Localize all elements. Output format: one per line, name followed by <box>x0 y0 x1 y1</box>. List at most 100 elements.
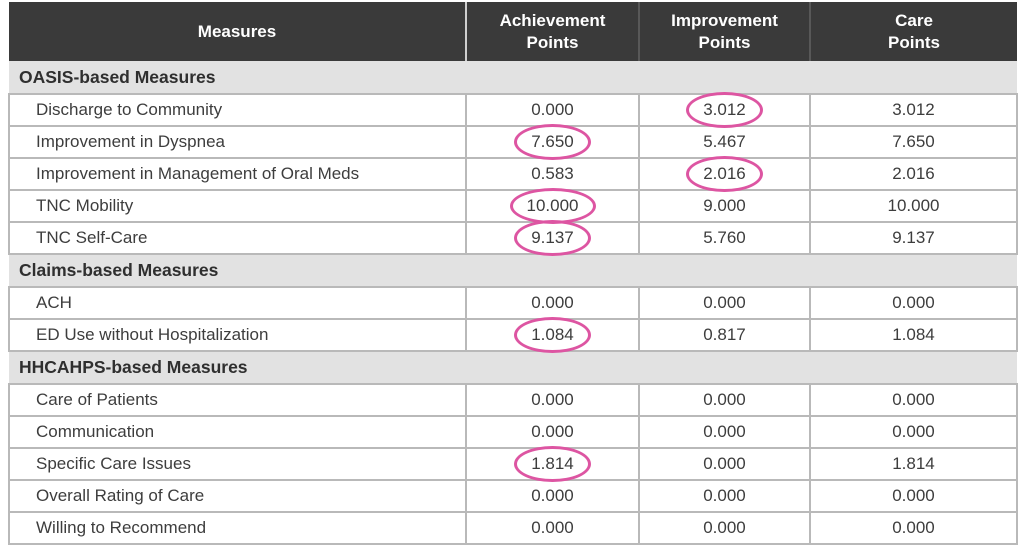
achievement-points-cell: 1.084 <box>465 317 640 353</box>
table-row: Willing to Recommend 0.000 0.000 0.000 <box>8 511 1018 545</box>
section-header-oasis: OASIS-based Measures <box>9 61 1017 94</box>
table-row: Communication 0.000 0.000 0.000 <box>8 415 1018 449</box>
table-row: ED Use without Hospitalization 1.084 0.8… <box>8 317 1018 353</box>
achievement-points-cell: 1.814 <box>465 446 640 482</box>
care-points-cell: 0.000 <box>809 511 1018 545</box>
achievement-points-cell: 0.000 <box>465 479 640 513</box>
column-header-care: Care Points <box>809 2 1017 61</box>
table-row: Specific Care Issues 1.814 0.000 1.814 <box>8 446 1018 482</box>
table-header: Measures Achievement Points Improvement … <box>9 2 1017 61</box>
improvement-points-cell: 5.760 <box>638 221 811 255</box>
improvement-points-cell: 0.000 <box>638 479 811 513</box>
improvement-points-cell: 0.000 <box>638 447 811 481</box>
care-points-cell: 0.000 <box>809 479 1018 513</box>
care-points-cell: 0.000 <box>809 383 1018 417</box>
table-row: Care of Patients 0.000 0.000 0.000 <box>8 383 1018 417</box>
points-value: 0.000 <box>892 518 935 537</box>
achievement-points-cell: 0.000 <box>465 286 640 320</box>
points-value: 0.000 <box>531 293 574 312</box>
measure-name: Care of Patients <box>8 383 467 417</box>
points-value: 0.000 <box>703 518 746 537</box>
points-value: 0.000 <box>703 454 746 473</box>
measures-points-table: Measures Achievement Points Improvement … <box>8 2 1018 545</box>
points-value: 0.000 <box>892 486 935 505</box>
column-header-achievement: Achievement Points <box>465 2 639 61</box>
points-value: 0.583 <box>531 164 574 183</box>
header-row: Measures Achievement Points Improvement … <box>9 2 1017 61</box>
table-row: TNC Mobility 10.000 9.000 10.000 <box>8 188 1018 224</box>
care-points-cell: 1.814 <box>809 447 1018 481</box>
points-value: 1.814 <box>514 446 591 482</box>
points-value: 0.000 <box>703 486 746 505</box>
table-row: TNC Self-Care 9.137 5.760 9.137 <box>8 220 1018 256</box>
points-value: 0.000 <box>892 293 935 312</box>
achievement-points-cell: 9.137 <box>465 220 640 256</box>
improvement-points-cell: 0.000 <box>638 415 811 449</box>
improvement-points-cell: 2.016 <box>638 156 811 192</box>
table-row: Improvement in Dyspnea 7.650 5.467 7.650 <box>8 124 1018 160</box>
improvement-points-cell: 0.000 <box>638 286 811 320</box>
points-value: 5.467 <box>703 132 746 151</box>
points-value: 1.084 <box>892 325 935 344</box>
section-title: HHCAHPS-based Measures <box>9 351 1017 384</box>
points-value: 10.000 <box>887 196 940 215</box>
points-value: 1.814 <box>892 454 935 473</box>
care-points-cell: 10.000 <box>809 189 1018 223</box>
care-points-cell: 3.012 <box>809 93 1018 127</box>
points-value: 0.000 <box>531 486 574 505</box>
care-points-cell: 0.000 <box>809 286 1018 320</box>
measure-name: Willing to Recommend <box>8 511 467 545</box>
achievement-points-cell: 7.650 <box>465 124 640 160</box>
section-header-claims: Claims-based Measures <box>9 254 1017 287</box>
points-value: 0.000 <box>531 422 574 441</box>
care-points-cell: 7.650 <box>809 125 1018 159</box>
points-value: 2.016 <box>892 164 935 183</box>
points-value: 0.000 <box>892 422 935 441</box>
column-header-measures: Measures <box>9 2 466 61</box>
table-row: ACH 0.000 0.000 0.000 <box>8 286 1018 320</box>
measure-name: Communication <box>8 415 467 449</box>
measure-name: ED Use without Hospitalization <box>8 318 467 352</box>
points-value: 0.000 <box>531 100 574 119</box>
section-header-hhcahps: HHCAHPS-based Measures <box>9 351 1017 384</box>
points-value: 0.817 <box>703 325 746 344</box>
care-points-cell: 0.000 <box>809 415 1018 449</box>
measure-name: Improvement in Dyspnea <box>8 125 467 159</box>
achievement-points-cell: 0.000 <box>465 511 640 545</box>
care-points-cell: 9.137 <box>809 221 1018 255</box>
points-value: 0.000 <box>703 390 746 409</box>
table-body: OASIS-based Measures Discharge to Commun… <box>8 61 1018 545</box>
points-value: 3.012 <box>892 100 935 119</box>
care-points-cell: 2.016 <box>809 157 1018 191</box>
points-value: 5.760 <box>703 228 746 247</box>
points-value: 3.012 <box>686 92 763 128</box>
measure-name: Overall Rating of Care <box>8 479 467 513</box>
points-value: 9.000 <box>703 196 746 215</box>
section-title: Claims-based Measures <box>9 254 1017 287</box>
improvement-points-cell: 3.012 <box>638 92 811 128</box>
points-value: 0.000 <box>531 390 574 409</box>
achievement-points-cell: 0.000 <box>465 383 640 417</box>
improvement-points-cell: 0.000 <box>638 383 811 417</box>
column-header-improvement: Improvement Points <box>638 2 810 61</box>
improvement-points-cell: 9.000 <box>638 189 811 223</box>
measure-name: TNC Mobility <box>8 189 467 223</box>
points-value: 9.137 <box>514 220 591 256</box>
section-title: OASIS-based Measures <box>9 61 1017 94</box>
points-value: 0.000 <box>703 293 746 312</box>
points-value: 7.650 <box>892 132 935 151</box>
measure-name: Improvement in Management of Oral Meds <box>8 157 467 191</box>
points-value: 7.650 <box>514 124 591 160</box>
measure-name: Discharge to Community <box>8 93 467 127</box>
improvement-points-cell: 0.817 <box>638 318 811 352</box>
measure-name: Specific Care Issues <box>8 447 467 481</box>
points-value: 10.000 <box>509 188 596 224</box>
points-value: 2.016 <box>686 156 763 192</box>
points-value: 9.137 <box>892 228 935 247</box>
table-row: Improvement in Management of Oral Meds 0… <box>8 156 1018 192</box>
improvement-points-cell: 5.467 <box>638 125 811 159</box>
achievement-points-cell: 0.000 <box>465 93 640 127</box>
table-row: Overall Rating of Care 0.000 0.000 0.000 <box>8 479 1018 513</box>
measure-name: ACH <box>8 286 467 320</box>
